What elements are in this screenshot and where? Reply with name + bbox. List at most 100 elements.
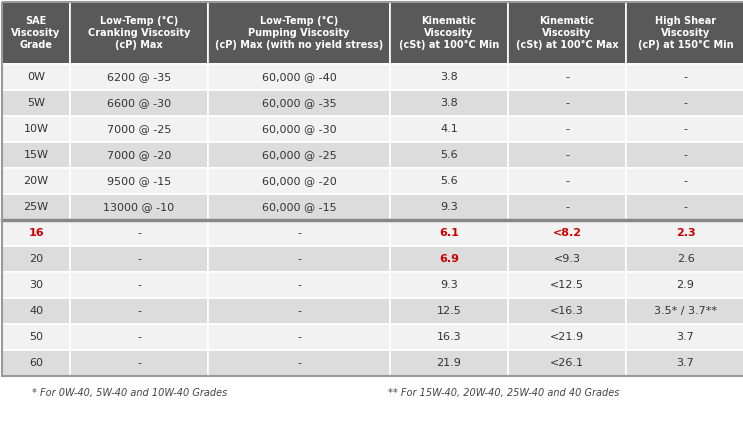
Text: 5.6: 5.6 xyxy=(440,150,458,160)
Bar xyxy=(626,90,743,116)
Bar xyxy=(390,272,508,298)
Bar xyxy=(508,246,626,272)
Text: -: - xyxy=(684,72,687,82)
Text: 2.6: 2.6 xyxy=(677,254,695,264)
Text: 9.3: 9.3 xyxy=(440,280,458,290)
Bar xyxy=(208,116,390,142)
Text: 3.7: 3.7 xyxy=(677,332,695,342)
Text: 5.6: 5.6 xyxy=(440,176,458,186)
Text: 3.8: 3.8 xyxy=(440,72,458,82)
Bar xyxy=(508,64,626,90)
Bar xyxy=(2,2,743,376)
Bar xyxy=(70,324,208,350)
Text: -: - xyxy=(565,150,569,160)
Text: Kinematic
Viscosity
(cSt) at 100°C Max: Kinematic Viscosity (cSt) at 100°C Max xyxy=(516,15,618,50)
Text: 5W: 5W xyxy=(27,98,45,108)
Text: 60,000 @ -25: 60,000 @ -25 xyxy=(262,150,337,160)
Text: 4.1: 4.1 xyxy=(440,124,458,134)
Bar xyxy=(508,220,626,246)
Text: 20: 20 xyxy=(29,254,43,264)
Text: <26.1: <26.1 xyxy=(550,358,584,368)
Bar xyxy=(626,298,743,324)
Text: -: - xyxy=(565,202,569,212)
Bar xyxy=(2,90,70,116)
Bar xyxy=(2,272,70,298)
Bar xyxy=(70,246,208,272)
Text: 20W: 20W xyxy=(24,176,48,186)
Bar xyxy=(508,2,626,64)
Text: 60,000 @ -20: 60,000 @ -20 xyxy=(262,176,337,186)
Text: -: - xyxy=(137,332,141,342)
Text: -: - xyxy=(137,254,141,264)
Text: Low-Temp (°C)
Cranking Viscosity
(cP) Max: Low-Temp (°C) Cranking Viscosity (cP) Ma… xyxy=(88,15,190,50)
Bar xyxy=(390,194,508,220)
Text: 16.3: 16.3 xyxy=(437,332,461,342)
Bar xyxy=(70,194,208,220)
Text: -: - xyxy=(297,254,301,264)
Text: 6.9: 6.9 xyxy=(439,254,459,264)
Text: 7000 @ -25: 7000 @ -25 xyxy=(107,124,171,134)
Bar xyxy=(70,168,208,194)
Text: 10W: 10W xyxy=(24,124,48,134)
Text: -: - xyxy=(684,202,687,212)
Text: SAE
Viscosity
Grade: SAE Viscosity Grade xyxy=(11,15,61,50)
Bar xyxy=(2,194,70,220)
Bar xyxy=(70,350,208,376)
Text: 50: 50 xyxy=(29,332,43,342)
Bar xyxy=(208,350,390,376)
Bar xyxy=(626,220,743,246)
Text: 40: 40 xyxy=(29,306,43,316)
Bar xyxy=(2,350,70,376)
Bar xyxy=(390,90,508,116)
Bar xyxy=(2,64,70,90)
Bar xyxy=(208,64,390,90)
Text: 6.1: 6.1 xyxy=(439,228,459,238)
Text: 21.9: 21.9 xyxy=(437,358,461,368)
Bar xyxy=(626,350,743,376)
Text: 60,000 @ -15: 60,000 @ -15 xyxy=(262,202,337,212)
Text: -: - xyxy=(137,280,141,290)
Bar xyxy=(2,142,70,168)
Bar xyxy=(2,298,70,324)
Text: 12.5: 12.5 xyxy=(437,306,461,316)
Bar xyxy=(626,246,743,272)
Text: 6200 @ -35: 6200 @ -35 xyxy=(107,72,171,82)
Bar xyxy=(208,220,390,246)
Bar xyxy=(208,272,390,298)
Bar xyxy=(70,2,208,64)
Bar xyxy=(390,298,508,324)
Text: 60: 60 xyxy=(29,358,43,368)
Text: 13000 @ -10: 13000 @ -10 xyxy=(103,202,175,212)
Bar xyxy=(508,194,626,220)
Bar xyxy=(390,350,508,376)
Bar xyxy=(508,298,626,324)
Bar xyxy=(508,116,626,142)
Bar xyxy=(626,2,743,64)
Text: 2.3: 2.3 xyxy=(675,228,695,238)
Bar xyxy=(70,298,208,324)
Bar xyxy=(2,324,70,350)
Text: 3.7: 3.7 xyxy=(677,358,695,368)
Text: Kinematic
Viscosity
(cSt) at 100°C Min: Kinematic Viscosity (cSt) at 100°C Min xyxy=(399,15,499,50)
Text: -: - xyxy=(565,176,569,186)
Text: -: - xyxy=(297,332,301,342)
Text: 30: 30 xyxy=(29,280,43,290)
Text: 2.9: 2.9 xyxy=(677,280,695,290)
Bar xyxy=(508,324,626,350)
Text: -: - xyxy=(297,306,301,316)
Bar xyxy=(70,220,208,246)
Bar xyxy=(508,272,626,298)
Bar xyxy=(390,324,508,350)
Text: -: - xyxy=(684,124,687,134)
Bar xyxy=(508,142,626,168)
Bar xyxy=(626,116,743,142)
Bar xyxy=(626,168,743,194)
Text: -: - xyxy=(565,124,569,134)
Text: <12.5: <12.5 xyxy=(550,280,584,290)
Text: -: - xyxy=(297,228,301,238)
Bar xyxy=(508,350,626,376)
Text: -: - xyxy=(684,98,687,108)
Bar xyxy=(2,246,70,272)
Text: -: - xyxy=(297,280,301,290)
Text: 9500 @ -15: 9500 @ -15 xyxy=(107,176,171,186)
